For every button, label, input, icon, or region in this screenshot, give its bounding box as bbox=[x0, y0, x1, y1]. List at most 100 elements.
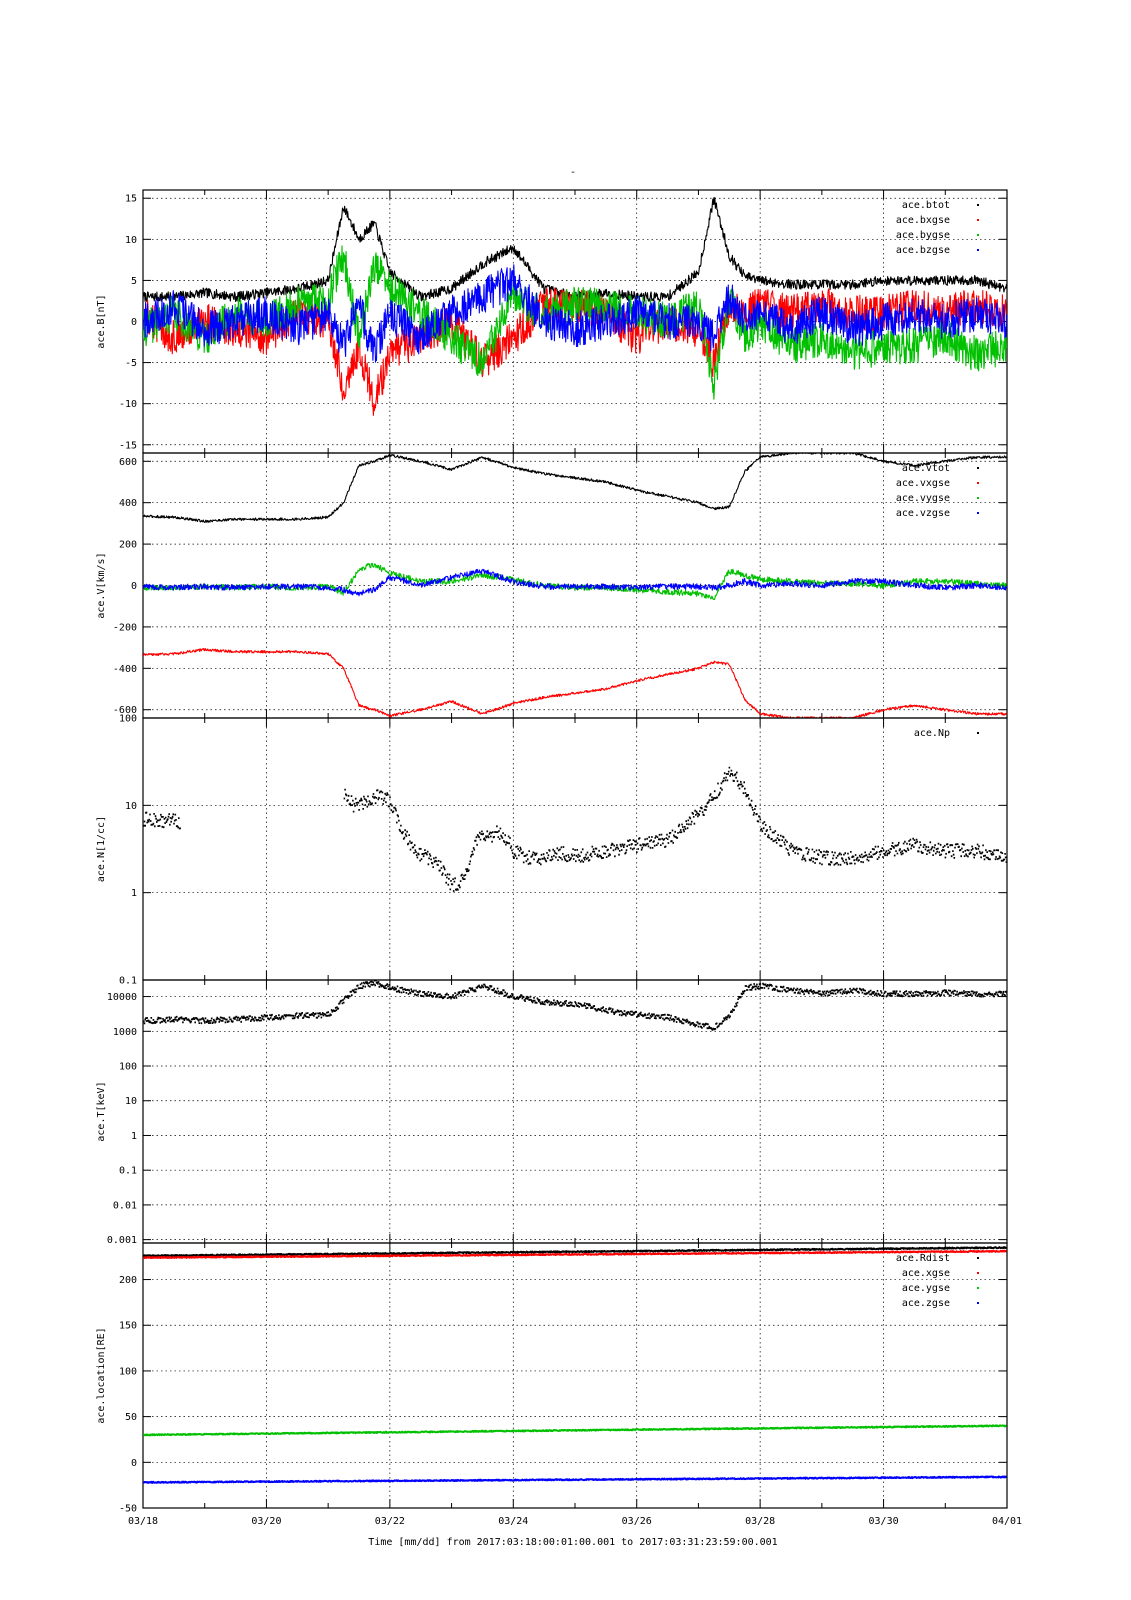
series-group bbox=[143, 766, 1007, 892]
x-tick-label: 03/28 bbox=[745, 1516, 775, 1527]
panel-temperature: 10000 1000 100 10 1 0.1 0.01 0.001 ace.T[keV] bbox=[96, 979, 1008, 1246]
y-axis-label: ace.B[nT] bbox=[96, 294, 107, 348]
panel-magnetic-field: 15 10 5 0 -5 -10 -15 ace.B[nT] ace.btot ace.bxgse… bbox=[96, 189, 1008, 454]
series-group bbox=[143, 1246, 1007, 1484]
y-tick-label: 10 bbox=[125, 801, 137, 812]
y-axis-label: ace.location[RE] bbox=[96, 1327, 107, 1423]
legend-marker bbox=[977, 249, 979, 251]
legend-marker bbox=[977, 1272, 979, 1274]
legend-marker bbox=[977, 1302, 979, 1304]
series-trace bbox=[143, 264, 1007, 363]
series-trace bbox=[143, 197, 1007, 303]
series-trace bbox=[143, 980, 1007, 1031]
legend-marker bbox=[977, 732, 979, 734]
y-tick-label: -200 bbox=[113, 622, 137, 633]
y-tick-label: 150 bbox=[119, 1321, 137, 1332]
y-tick-label: 15 bbox=[125, 194, 137, 205]
y-tick-label: 0.1 bbox=[119, 1166, 137, 1177]
y-axis-label: ace.V[km/s] bbox=[96, 552, 107, 618]
series-trace bbox=[143, 453, 1007, 524]
series-group bbox=[143, 453, 1007, 718]
y-tick-label: 1 bbox=[131, 1131, 137, 1142]
y-tick-label: 0.01 bbox=[113, 1200, 137, 1211]
y-tick-label: 400 bbox=[119, 498, 137, 509]
y-tick-label: -15 bbox=[119, 440, 137, 451]
series-trace bbox=[143, 647, 1007, 718]
y-tick-label: 1000 bbox=[113, 1027, 137, 1038]
legend-marker bbox=[977, 1287, 979, 1289]
legend-label: ace.vzgse bbox=[896, 508, 950, 519]
legend-label: ace.bxgse bbox=[896, 215, 950, 226]
series-trace bbox=[143, 245, 1007, 400]
series-group bbox=[143, 197, 1007, 416]
series-trace bbox=[143, 1475, 1007, 1484]
y-axis-label: ace.T[keV] bbox=[96, 1081, 107, 1141]
y-tick-label: 0.001 bbox=[107, 1235, 137, 1246]
x-axis-ticks: 03/18 03/20 03/22 03/24 03/26 03/28 03/30 04/01 bbox=[128, 1516, 1022, 1527]
panel-density: 100 10 1 0.1 ace.N[1/cc] ace.Np bbox=[96, 714, 1008, 987]
legend-label: ace.Np bbox=[914, 728, 950, 739]
x-tick-label: 03/20 bbox=[251, 1516, 281, 1527]
legend-label: ace.bzgse bbox=[896, 245, 950, 256]
y-tick-label: -5 bbox=[125, 358, 137, 369]
series-trace bbox=[143, 568, 1007, 597]
x-tick-label: 03/18 bbox=[128, 1516, 158, 1527]
y-tick-label: 0.1 bbox=[119, 976, 137, 987]
series-trace bbox=[143, 1249, 1007, 1260]
y-tick-label: 200 bbox=[119, 1275, 137, 1286]
y-tick-label: 100 bbox=[119, 714, 137, 725]
legend-marker bbox=[977, 467, 979, 469]
legend-marker bbox=[977, 512, 979, 514]
y-tick-label: 200 bbox=[119, 540, 137, 551]
y-axis-label: ace.N[1/cc] bbox=[96, 816, 107, 882]
legend-label: ace.btot bbox=[902, 200, 950, 211]
legend-label: ace.Rdist bbox=[896, 1253, 950, 1264]
legend-label: ace.vxgse bbox=[896, 478, 950, 489]
legend-marker bbox=[977, 1257, 979, 1259]
y-tick-label: 100 bbox=[119, 1062, 137, 1073]
y-tick-label: 600 bbox=[119, 457, 137, 468]
y-tick-label: 100 bbox=[119, 1366, 137, 1377]
x-tick-label: 03/24 bbox=[498, 1516, 528, 1527]
legend-marker bbox=[977, 482, 979, 484]
y-tick-label: 1 bbox=[131, 888, 137, 899]
legend-label: ace.xgse bbox=[902, 1268, 950, 1279]
panel-frame bbox=[142, 1242, 1008, 1509]
y-tick-label: -50 bbox=[119, 1504, 137, 1515]
y-tick-label: 50 bbox=[125, 1412, 137, 1423]
series-group bbox=[143, 980, 1007, 1031]
panel-location: 200 150 100 50 0 -50 ace.location[RE] ace.Rdist… bbox=[96, 1242, 1008, 1515]
legend-label: ace.ygse bbox=[902, 1283, 950, 1294]
legend-label: ace.zgse bbox=[902, 1298, 950, 1309]
x-tick-label: 03/30 bbox=[869, 1516, 899, 1527]
legend-marker bbox=[977, 204, 979, 206]
legend-marker bbox=[977, 497, 979, 499]
y-tick-label: 10 bbox=[125, 1096, 137, 1107]
legend-label: ace.vygse bbox=[896, 493, 950, 504]
top-mark: - bbox=[570, 167, 576, 178]
y-tick-label: 0 bbox=[131, 1458, 137, 1469]
panel-velocity: 600 400 200 0 -200 -400 -600 ace.V[km/s] ace.vto… bbox=[96, 452, 1008, 719]
y-tick-label: 0 bbox=[131, 581, 137, 592]
series-trace bbox=[143, 766, 1007, 892]
series-trace bbox=[143, 562, 1007, 601]
panel-frame bbox=[142, 717, 1008, 981]
y-tick-label: -400 bbox=[113, 664, 137, 675]
x-tick-label: 03/26 bbox=[622, 1516, 652, 1527]
y-tick-label: -10 bbox=[119, 399, 137, 410]
y-tick-label: -600 bbox=[113, 705, 137, 716]
series-trace bbox=[143, 1424, 1007, 1437]
legend-marker bbox=[977, 219, 979, 221]
y-tick-label: 5 bbox=[131, 276, 137, 287]
x-tick-label: 04/01 bbox=[992, 1516, 1022, 1527]
y-tick-label: 10 bbox=[125, 235, 137, 246]
legend-label: ace.bygse bbox=[896, 230, 950, 241]
y-tick-label: 0 bbox=[131, 317, 137, 328]
legend-label: ace.vtot bbox=[902, 463, 950, 474]
series-trace bbox=[143, 1246, 1007, 1258]
y-tick-label: 10000 bbox=[107, 992, 137, 1003]
x-axis-caption: Time [mm/dd] from 2017:03:18:00:01:00.00… bbox=[368, 1537, 777, 1548]
x-tick-label: 03/22 bbox=[375, 1516, 405, 1527]
legend-marker bbox=[977, 234, 979, 236]
